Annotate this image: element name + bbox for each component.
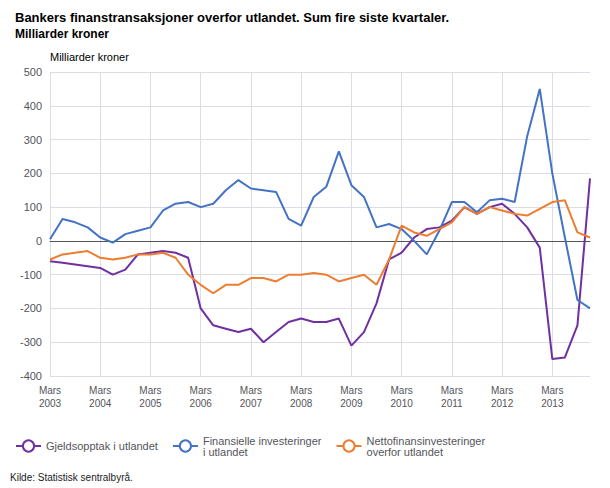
svg-text:Mars: Mars — [139, 385, 161, 396]
svg-text:2003: 2003 — [39, 398, 62, 409]
svg-text:300: 300 — [24, 134, 42, 146]
svg-text:Mars: Mars — [491, 385, 513, 396]
svg-text:-200: -200 — [20, 302, 42, 314]
svg-text:Kilde: Statistisk sentralbyrå.: Kilde: Statistisk sentralbyrå. — [10, 472, 133, 483]
svg-text:Mars: Mars — [290, 385, 312, 396]
svg-text:2009: 2009 — [340, 398, 363, 409]
svg-text:Bankers finanstransaksjoner ov: Bankers finanstransaksjoner overfor utla… — [15, 10, 449, 25]
svg-text:2007: 2007 — [240, 398, 263, 409]
svg-text:2004: 2004 — [89, 398, 112, 409]
svg-text:Gjeldsopptak i utlandet: Gjeldsopptak i utlandet — [46, 440, 158, 452]
svg-text:Mars: Mars — [391, 385, 413, 396]
svg-text:Milliarder kroner: Milliarder kroner — [50, 51, 129, 63]
svg-text:Nettofinansinvesteringer: Nettofinansinvesteringer — [366, 434, 486, 447]
svg-text:2008: 2008 — [290, 398, 313, 409]
svg-text:400: 400 — [24, 100, 42, 112]
svg-text:Mars: Mars — [89, 385, 111, 396]
svg-text:Mars: Mars — [240, 385, 262, 396]
svg-text:Milliarder kroner: Milliarder kroner — [15, 27, 109, 41]
svg-text:Mars: Mars — [340, 385, 362, 396]
svg-text:overfor utlandet: overfor utlandet — [367, 446, 443, 458]
svg-text:-400: -400 — [20, 370, 42, 382]
svg-text:i utlandet: i utlandet — [203, 446, 248, 458]
svg-text:200: 200 — [24, 167, 42, 179]
svg-text:2006: 2006 — [190, 398, 213, 409]
svg-text:Mars: Mars — [441, 385, 463, 396]
svg-text:2012: 2012 — [491, 398, 514, 409]
svg-text:Mars: Mars — [541, 385, 563, 396]
svg-text:2013: 2013 — [541, 398, 564, 409]
svg-text:2010: 2010 — [391, 398, 414, 409]
svg-text:0: 0 — [36, 235, 42, 247]
svg-text:100: 100 — [24, 201, 42, 213]
svg-text:Finansielle investeringer: Finansielle investeringer — [202, 434, 322, 447]
svg-text:-100: -100 — [20, 269, 42, 281]
svg-text:500: 500 — [24, 66, 42, 78]
svg-text:Mars: Mars — [190, 385, 212, 396]
svg-text:2005: 2005 — [139, 398, 162, 409]
svg-text:-300: -300 — [20, 336, 42, 348]
svg-text:Mars: Mars — [39, 385, 61, 396]
svg-text:2011: 2011 — [441, 398, 463, 409]
